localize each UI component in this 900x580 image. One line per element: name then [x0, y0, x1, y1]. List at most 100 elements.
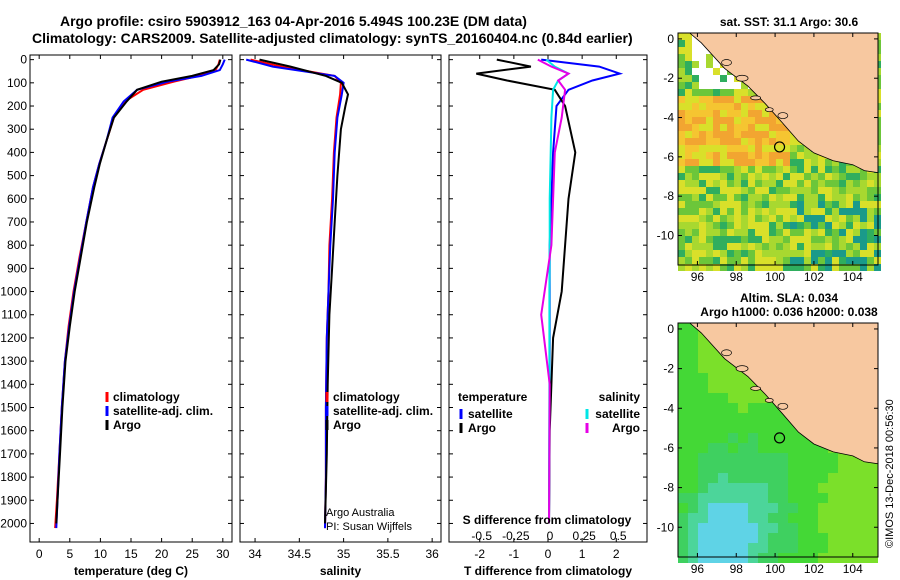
map-cell	[858, 473, 868, 483]
map-cell	[776, 131, 783, 138]
map-cell	[692, 222, 699, 229]
map-cell	[868, 483, 878, 493]
map-cell	[685, 194, 692, 201]
map-cell	[818, 236, 825, 243]
map-cell	[699, 222, 706, 229]
map-cell	[734, 264, 741, 271]
map-cell	[699, 250, 706, 257]
y-tick-label: -2	[663, 71, 674, 85]
map-cell	[748, 173, 755, 180]
map-cell	[846, 187, 853, 194]
map-cell	[678, 423, 688, 433]
map-cell	[706, 138, 713, 145]
map-cell	[867, 264, 874, 271]
map-cell	[692, 61, 699, 68]
map-cell	[838, 523, 848, 533]
map-cell	[713, 222, 720, 229]
y-tick-label: 1000	[0, 285, 27, 299]
map-cell	[685, 61, 692, 68]
map-cell	[769, 236, 776, 243]
map-cell	[728, 473, 738, 483]
map-cell	[755, 173, 762, 180]
map-cell	[698, 553, 708, 563]
y-tick-label: 500	[7, 169, 27, 183]
map-cell	[868, 523, 878, 533]
map-cell	[685, 40, 692, 47]
map-cell	[718, 423, 728, 433]
map-cell	[688, 473, 698, 483]
map-cell	[708, 523, 718, 533]
map-cell	[858, 493, 868, 503]
map-cell	[748, 117, 755, 124]
map-cell	[734, 131, 741, 138]
map-cell	[698, 543, 708, 553]
map-cell	[748, 110, 755, 117]
map-cell	[778, 493, 788, 503]
map-cell	[698, 503, 708, 513]
map-cell	[720, 229, 727, 236]
map-cell	[860, 208, 867, 215]
map-cell	[741, 124, 748, 131]
map-cell	[706, 110, 713, 117]
map-cell	[748, 194, 755, 201]
map-cell	[727, 257, 734, 264]
map-cell	[741, 243, 748, 250]
map-cell	[818, 208, 825, 215]
map-cell	[853, 257, 860, 264]
map-cell	[808, 543, 818, 553]
map-cell	[699, 152, 706, 159]
map-cell	[728, 513, 738, 523]
legend-label: Argo	[612, 421, 640, 435]
map-cell	[692, 257, 699, 264]
map-cell	[838, 533, 848, 543]
y-tick-label: -10	[657, 229, 675, 243]
map-cell	[853, 264, 860, 271]
map-cell	[818, 159, 825, 166]
map-cell	[738, 383, 748, 393]
map-cell	[713, 236, 720, 243]
map-cell	[769, 117, 776, 124]
map-cell	[678, 323, 688, 333]
map-cell	[858, 483, 868, 493]
map-cell	[853, 166, 860, 173]
map-cell	[698, 523, 708, 533]
map-cell	[688, 453, 698, 463]
map-cell	[748, 124, 755, 131]
map-cell	[832, 180, 839, 187]
map-cell	[762, 145, 769, 152]
map-cell	[713, 180, 720, 187]
map-cell	[718, 353, 728, 363]
map-cell	[762, 264, 769, 271]
map-cell	[769, 229, 776, 236]
map-cell	[811, 208, 818, 215]
y-tick-label: 1200	[0, 331, 27, 345]
map-cell	[741, 257, 748, 264]
map-cell	[748, 513, 758, 523]
map-cell	[685, 222, 692, 229]
map-cell	[713, 208, 720, 215]
map-cell	[734, 229, 741, 236]
map-cell	[846, 173, 853, 180]
map-cell	[755, 110, 762, 117]
map-cell	[734, 166, 741, 173]
map-cell	[748, 166, 755, 173]
map-cell	[734, 180, 741, 187]
map-cell	[692, 89, 699, 96]
map-cell	[708, 363, 718, 373]
map-cell	[713, 138, 720, 145]
map-cell	[708, 403, 718, 413]
map-cell	[734, 159, 741, 166]
map-cell	[678, 333, 688, 343]
map-cell	[860, 222, 867, 229]
s-tick-label: -0.25	[502, 529, 530, 543]
map-cell	[755, 152, 762, 159]
map-cell	[748, 443, 758, 453]
map-cell	[720, 145, 727, 152]
map-cell	[688, 433, 698, 443]
map-cell	[678, 54, 685, 61]
map-cell	[769, 257, 776, 264]
map-cell	[825, 166, 832, 173]
map-cell	[804, 180, 811, 187]
map-cell	[692, 201, 699, 208]
x-tick-label: 104	[843, 562, 863, 576]
